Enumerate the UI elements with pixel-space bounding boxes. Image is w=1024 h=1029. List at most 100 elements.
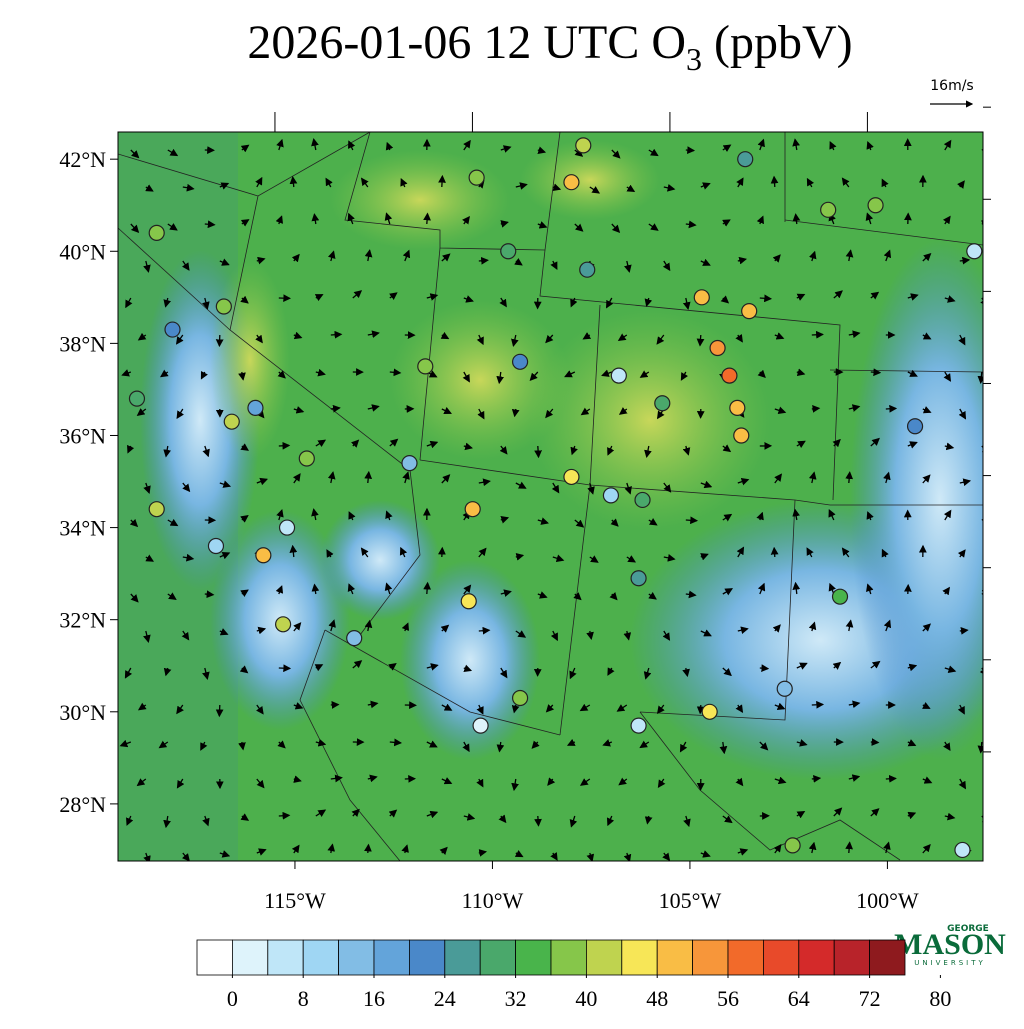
colorbar-box bbox=[657, 940, 692, 975]
station bbox=[149, 502, 164, 517]
colorbar-box bbox=[303, 940, 338, 975]
station bbox=[513, 690, 528, 705]
station bbox=[742, 304, 757, 319]
title-text: 2026-01-06 12 UTC O bbox=[247, 16, 686, 69]
wind-arrow bbox=[812, 334, 823, 335]
station bbox=[955, 842, 970, 857]
wind-arrow bbox=[390, 372, 400, 373]
station bbox=[738, 152, 753, 167]
station bbox=[908, 419, 923, 434]
station bbox=[248, 400, 263, 415]
lat-tick-label: 32°N bbox=[59, 608, 106, 633]
wind-arrow bbox=[427, 214, 428, 224]
colorbar-box bbox=[339, 940, 374, 975]
station bbox=[785, 838, 800, 853]
station bbox=[580, 262, 595, 277]
logo: GEORGE MASON UNIVERSITY bbox=[894, 924, 1006, 967]
station bbox=[473, 718, 488, 733]
colorbar-tick-label: 40 bbox=[575, 986, 597, 1011]
colorbar-box bbox=[551, 940, 586, 975]
wind-arrow bbox=[700, 335, 701, 345]
station bbox=[216, 299, 231, 314]
wind-arrow bbox=[479, 260, 488, 261]
station bbox=[347, 631, 362, 646]
colorbar-box bbox=[268, 940, 303, 975]
title-suffix: (ppbV) bbox=[714, 16, 853, 69]
wind-arrow bbox=[686, 520, 697, 521]
lat-tick-label: 42°N bbox=[59, 147, 106, 172]
colorbar-tick-label: 8 bbox=[298, 986, 309, 1011]
lon-tick-label: 115°W bbox=[264, 888, 326, 913]
station bbox=[165, 322, 180, 337]
colorbar-box bbox=[728, 940, 763, 975]
colorbar-tick-label: 48 bbox=[646, 986, 668, 1011]
wind-arrow bbox=[760, 668, 768, 669]
station bbox=[299, 451, 314, 466]
station bbox=[564, 175, 579, 190]
title: 2026-01-06 12 UTC O3 (ppbV) bbox=[247, 16, 852, 77]
station bbox=[694, 290, 709, 305]
colorbar-box bbox=[516, 940, 551, 975]
colorbar-box bbox=[586, 940, 621, 975]
colorbar-box bbox=[374, 940, 409, 975]
colorbar-tick-label: 32 bbox=[505, 986, 527, 1011]
wind-arrow bbox=[205, 224, 215, 225]
map-field bbox=[118, 132, 1024, 861]
station bbox=[402, 456, 417, 471]
wind-arrow bbox=[205, 594, 213, 595]
colorbar-box bbox=[232, 940, 267, 975]
colorbar-box bbox=[480, 940, 515, 975]
station bbox=[280, 520, 295, 535]
logo-main: MASON bbox=[894, 928, 1006, 961]
station bbox=[129, 391, 144, 406]
wind-arrow bbox=[960, 630, 968, 631]
colorbar-box bbox=[197, 940, 232, 975]
colorbar-tick-label: 0 bbox=[227, 986, 238, 1011]
colorbar-box bbox=[870, 940, 905, 975]
station bbox=[469, 170, 484, 185]
lat-tick-label: 40°N bbox=[59, 239, 106, 264]
station bbox=[461, 594, 476, 609]
colorbar-box bbox=[834, 940, 869, 975]
logo-bottom: UNIVERSITY bbox=[914, 959, 986, 967]
wind-arrow bbox=[812, 408, 819, 409]
station bbox=[513, 354, 528, 369]
station bbox=[208, 539, 223, 554]
title-subscript: 3 bbox=[686, 41, 702, 77]
station bbox=[631, 571, 646, 586]
wind-arrow bbox=[871, 742, 878, 743]
lon-tick-label: 100°W bbox=[856, 888, 919, 913]
lat-tick-label: 30°N bbox=[59, 700, 106, 725]
wind-arrow bbox=[331, 334, 341, 335]
colorbar-tick-label: 16 bbox=[363, 986, 385, 1011]
wind-arrow bbox=[849, 843, 850, 853]
lat-tick-label: 36°N bbox=[59, 423, 106, 448]
station bbox=[465, 502, 480, 517]
station bbox=[576, 138, 591, 153]
wind-arrow bbox=[538, 446, 539, 457]
wind-arrow bbox=[886, 778, 896, 779]
wind-arrow bbox=[479, 630, 489, 631]
station bbox=[611, 368, 626, 383]
wind-arrow bbox=[760, 298, 771, 299]
station bbox=[224, 414, 239, 429]
wind-arrow bbox=[812, 704, 823, 705]
colorbar-box bbox=[693, 940, 728, 975]
lat-tick-label: 38°N bbox=[59, 331, 106, 356]
lat-tick-label: 28°N bbox=[59, 792, 106, 817]
station bbox=[635, 492, 650, 507]
station bbox=[149, 225, 164, 240]
station bbox=[631, 718, 646, 733]
station bbox=[603, 488, 618, 503]
station bbox=[777, 681, 792, 696]
colorbar-tick-label: 24 bbox=[434, 986, 456, 1011]
station bbox=[655, 396, 670, 411]
wind-arrow bbox=[774, 548, 775, 557]
station bbox=[710, 340, 725, 355]
wind-arrow bbox=[700, 705, 701, 713]
colorbar-box bbox=[763, 940, 798, 975]
station bbox=[564, 469, 579, 484]
wind-arrow bbox=[368, 845, 369, 853]
reference-vector-label: 16m/s bbox=[930, 78, 973, 94]
